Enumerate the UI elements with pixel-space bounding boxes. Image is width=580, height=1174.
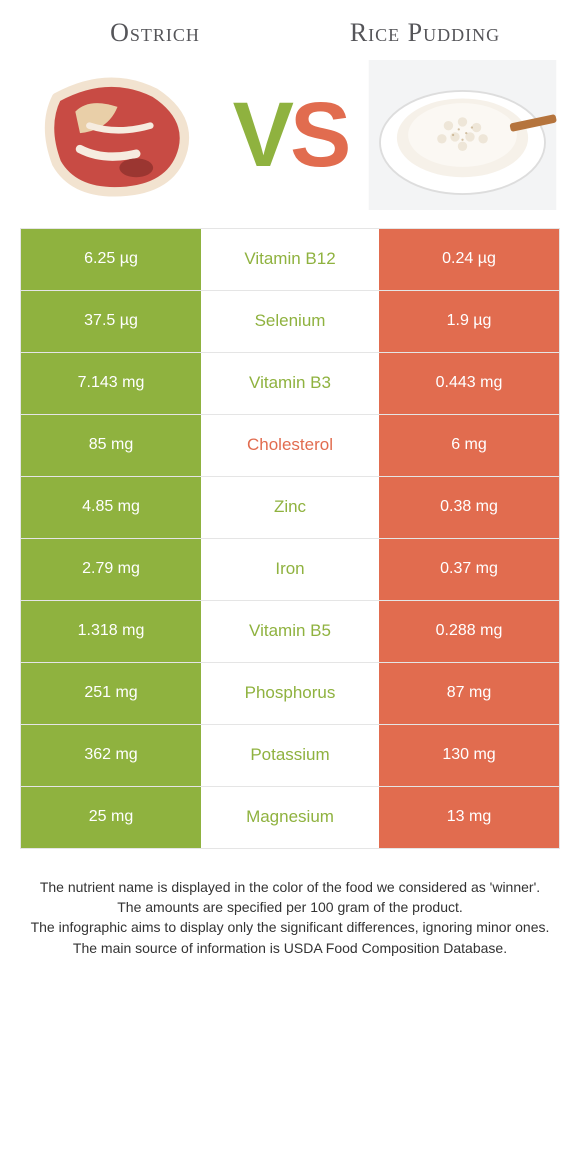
- right-value: 0.37 mg: [379, 539, 559, 600]
- nutrient-label: Potassium: [201, 725, 379, 786]
- nutrient-label: Magnesium: [201, 787, 379, 848]
- left-value: 4.85 mg: [21, 477, 201, 538]
- right-value: 0.24 µg: [379, 229, 559, 290]
- right-value: 0.288 mg: [379, 601, 559, 662]
- nutrient-label: Cholesterol: [201, 415, 379, 476]
- right-value: 1.9 µg: [379, 291, 559, 352]
- footer-line-3: The infographic aims to display only the…: [30, 917, 550, 937]
- right-value: 0.443 mg: [379, 353, 559, 414]
- title-left: Ostrich: [20, 18, 290, 48]
- footer-line-1: The nutrient name is displayed in the co…: [30, 877, 550, 897]
- left-value: 6.25 µg: [21, 229, 201, 290]
- left-value: 2.79 mg: [21, 539, 201, 600]
- image-left: [20, 60, 215, 210]
- table-row: 251 mgPhosphorus87 mg: [21, 663, 559, 725]
- titles-row: Ostrich Rice Pudding: [20, 18, 560, 48]
- table-row: 1.318 mgVitamin B50.288 mg: [21, 601, 559, 663]
- table-row: 85 mgCholesterol6 mg: [21, 415, 559, 477]
- right-value: 87 mg: [379, 663, 559, 724]
- footer-notes: The nutrient name is displayed in the co…: [20, 877, 560, 958]
- table-row: 362 mgPotassium130 mg: [21, 725, 559, 787]
- vs-v: V: [233, 84, 290, 186]
- image-right: [365, 60, 560, 210]
- nutrient-table: 6.25 µgVitamin B120.24 µg37.5 µgSelenium…: [20, 228, 560, 849]
- title-right: Rice Pudding: [290, 18, 560, 48]
- left-value: 362 mg: [21, 725, 201, 786]
- vs-s: S: [290, 84, 347, 186]
- nutrient-label: Vitamin B12: [201, 229, 379, 290]
- nutrient-label: Iron: [201, 539, 379, 600]
- left-value: 1.318 mg: [21, 601, 201, 662]
- nutrient-label: Zinc: [201, 477, 379, 538]
- nutrient-label: Phosphorus: [201, 663, 379, 724]
- table-row: 37.5 µgSelenium1.9 µg: [21, 291, 559, 353]
- left-value: 251 mg: [21, 663, 201, 724]
- footer-line-2: The amounts are specified per 100 gram o…: [30, 897, 550, 917]
- nutrient-label: Vitamin B5: [201, 601, 379, 662]
- right-value: 6 mg: [379, 415, 559, 476]
- right-value: 0.38 mg: [379, 477, 559, 538]
- hero-row: VS: [20, 60, 560, 210]
- vs-label: VS: [233, 89, 348, 181]
- right-value: 130 mg: [379, 725, 559, 786]
- left-value: 85 mg: [21, 415, 201, 476]
- rice-pudding-icon: [365, 60, 560, 210]
- left-value: 25 mg: [21, 787, 201, 848]
- nutrient-label: Vitamin B3: [201, 353, 379, 414]
- left-value: 7.143 mg: [21, 353, 201, 414]
- table-row: 6.25 µgVitamin B120.24 µg: [21, 229, 559, 291]
- right-value: 13 mg: [379, 787, 559, 848]
- ostrich-meat-icon: [20, 60, 215, 210]
- table-row: 25 mgMagnesium13 mg: [21, 787, 559, 849]
- footer-line-4: The main source of information is USDA F…: [30, 938, 550, 958]
- table-row: 4.85 mgZinc0.38 mg: [21, 477, 559, 539]
- table-row: 7.143 mgVitamin B30.443 mg: [21, 353, 559, 415]
- infographic-root: Ostrich Rice Pudding VS: [0, 0, 580, 958]
- left-value: 37.5 µg: [21, 291, 201, 352]
- table-row: 2.79 mgIron0.37 mg: [21, 539, 559, 601]
- nutrient-label: Selenium: [201, 291, 379, 352]
